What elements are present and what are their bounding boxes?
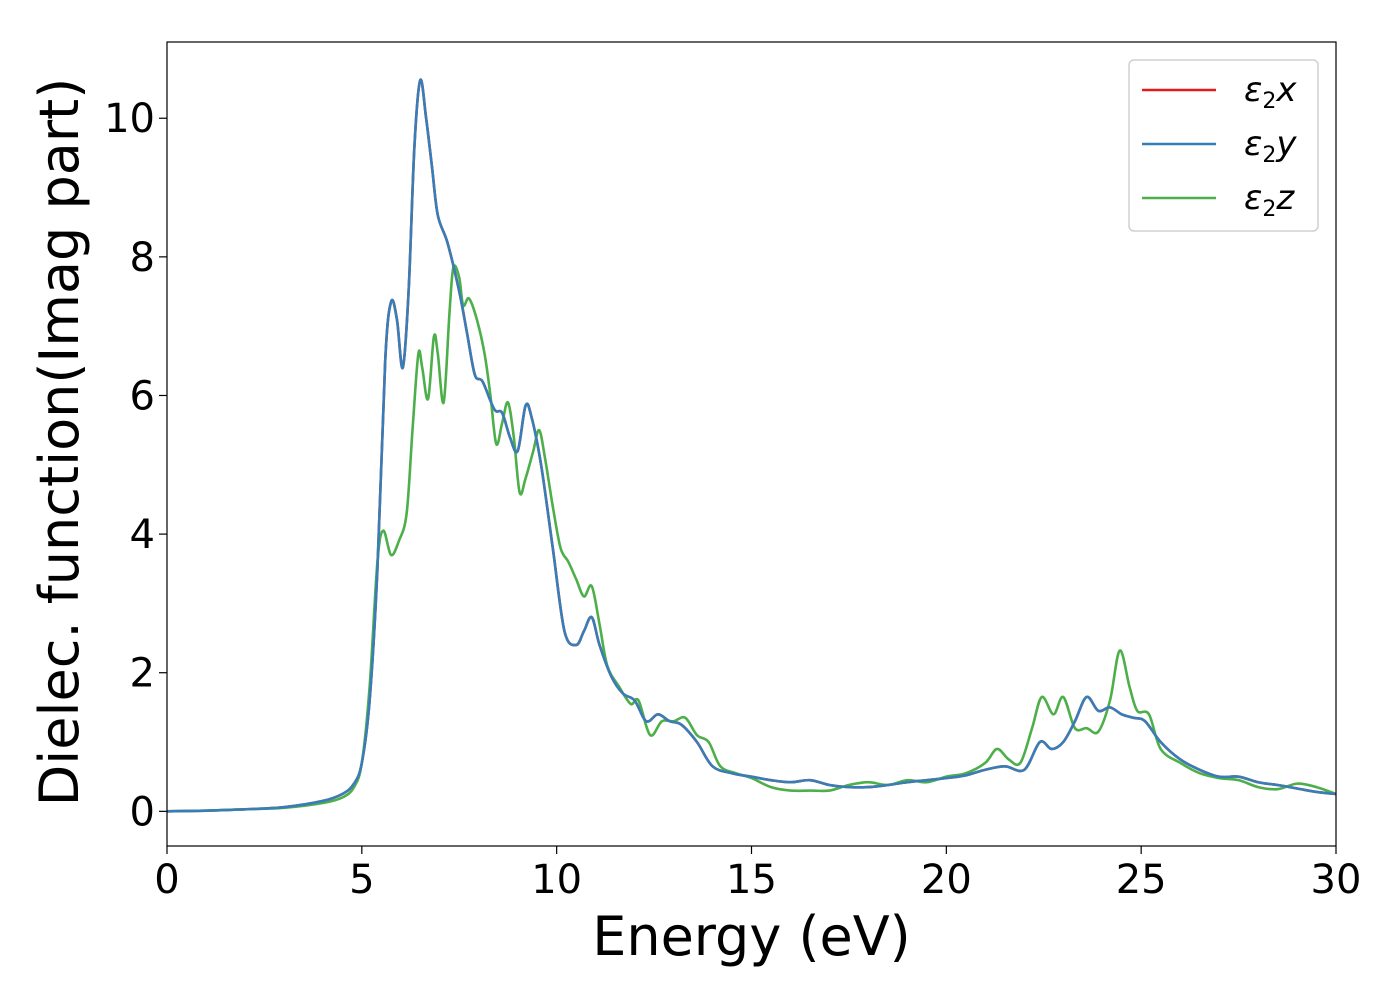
y-tick-label: 2	[130, 651, 155, 697]
legend-box	[1128, 59, 1319, 232]
y-tick-label: 6	[130, 373, 155, 419]
legend-entry: ε2y	[1244, 124, 1297, 168]
y-tick-label: 8	[130, 235, 155, 281]
x-axis-ticks: 0 5 10 15 20 25 30	[154, 846, 1361, 903]
plot-lines	[167, 78, 1336, 813]
x-tick-label: 15	[726, 857, 777, 903]
x-tick-label: 0	[154, 857, 179, 903]
y-tick-label: 4	[130, 512, 155, 558]
legend-entry: ε2x	[1244, 70, 1297, 114]
x-tick-label: 20	[921, 857, 972, 903]
legend-entry: ε2z	[1244, 178, 1295, 222]
x-tick-label: 10	[531, 857, 582, 903]
y-tick-label: 0	[130, 789, 155, 835]
x-tick-label: 30	[1311, 857, 1362, 903]
y-axis-ticks: 0 2 4 6 8 10	[104, 96, 167, 835]
y-axis-label: Dielec. function(Imag part)	[28, 78, 91, 807]
series-line-z	[167, 264, 1336, 813]
y-tick-label: 10	[104, 96, 155, 142]
x-tick-label: 5	[349, 857, 374, 903]
series-line-y	[167, 78, 1336, 813]
x-axis-label: Energy (eV)	[592, 905, 911, 968]
legend: ε2x ε2y ε2z	[1128, 59, 1319, 232]
x-tick-label: 25	[1116, 857, 1167, 903]
